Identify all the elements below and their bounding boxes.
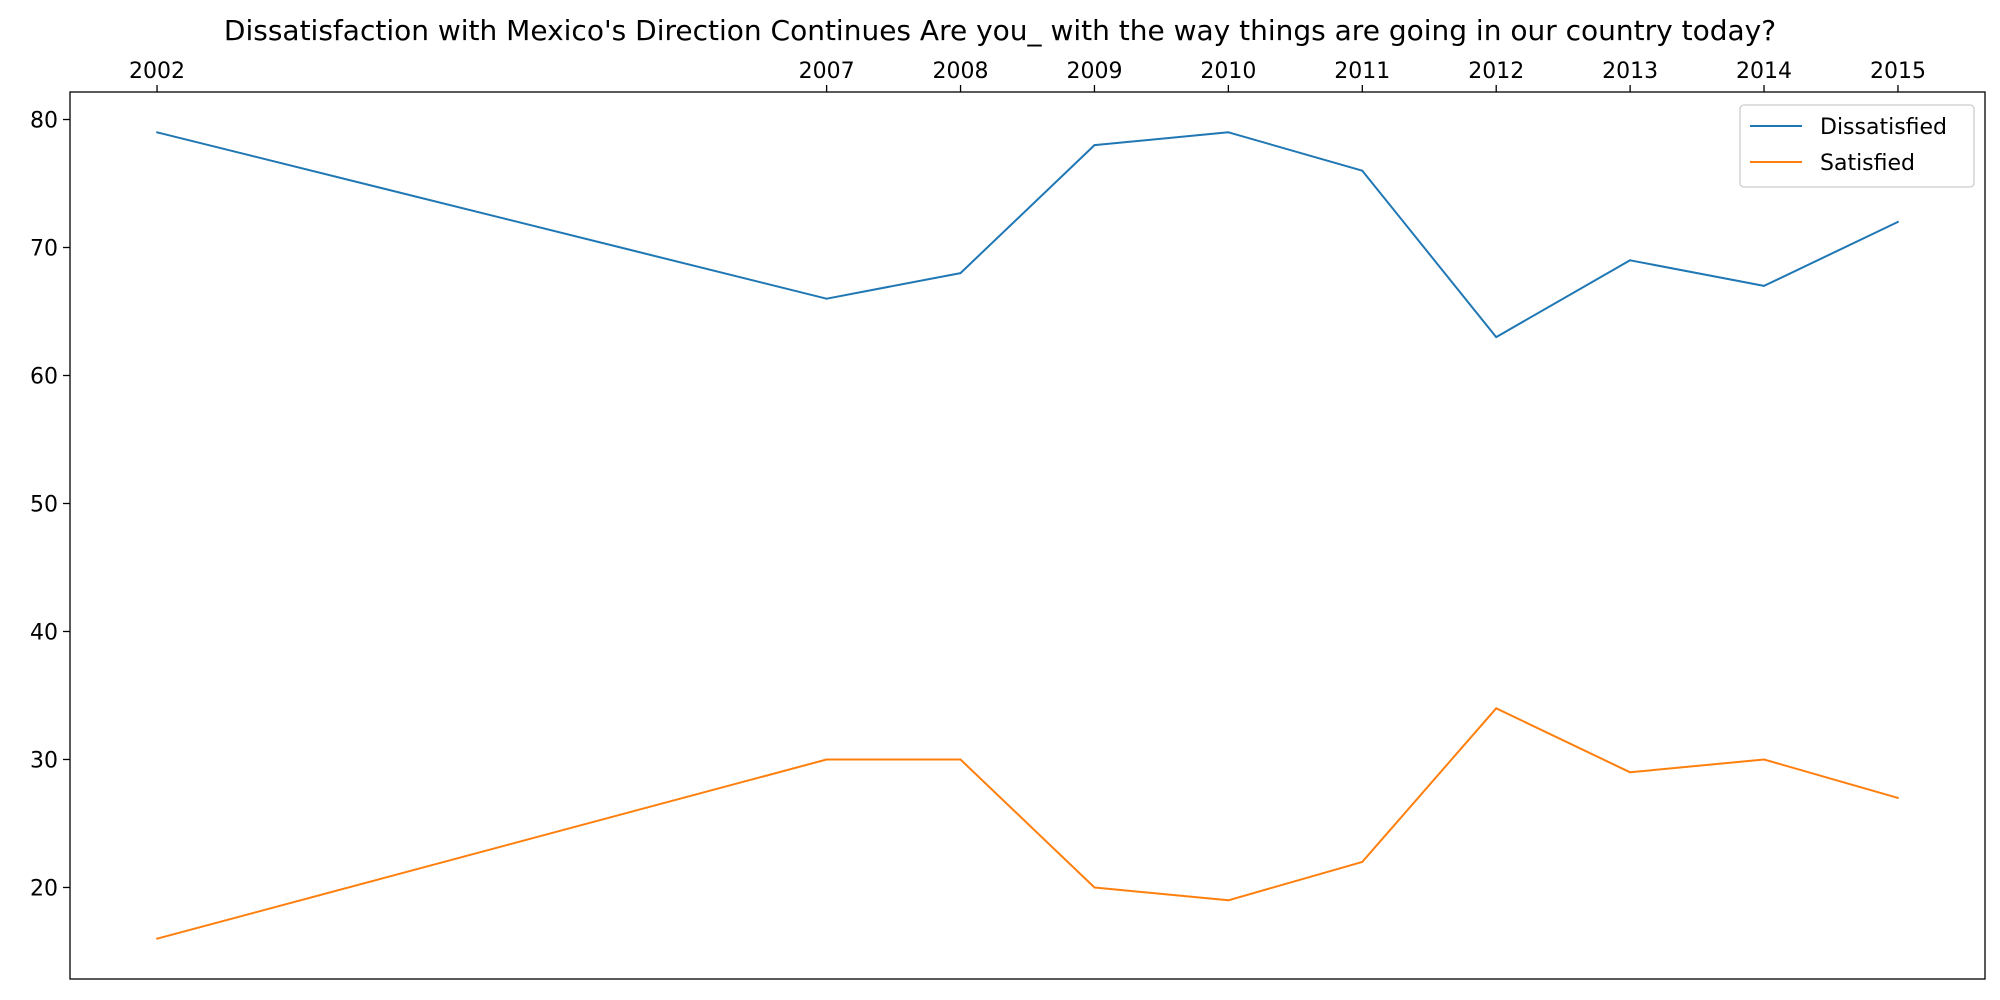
y-tick-label: 50 — [30, 493, 58, 518]
y-tick-label: 70 — [30, 237, 58, 262]
legend-label: Satisfied — [1820, 151, 1915, 176]
y-tick-label: 40 — [30, 620, 58, 645]
plot-area-frame — [69, 91, 1986, 980]
series-line-satisfied — [156, 707, 1899, 940]
data-point-satisfied — [1495, 707, 1498, 710]
x-tick-label: 2008 — [933, 59, 989, 84]
data-point-satisfied — [1896, 796, 1899, 799]
x-tick-label: 2007 — [799, 59, 855, 84]
data-point-dissatisfied — [1495, 336, 1498, 339]
series-lines — [156, 131, 1899, 940]
y-tick-label: 80 — [30, 109, 58, 134]
data-point-satisfied — [1629, 771, 1632, 774]
legend: Dissatisfied Satisfied — [1739, 104, 1975, 188]
legend-label: Dissatisfied — [1820, 115, 1947, 140]
data-point-satisfied — [1763, 758, 1766, 761]
data-point-satisfied — [156, 937, 159, 940]
data-point-dissatisfied — [1227, 131, 1230, 134]
y-axis: 20 30 40 50 60 70 80 — [30, 109, 70, 901]
data-point-dissatisfied — [1629, 259, 1632, 262]
data-point-dissatisfied — [1896, 220, 1899, 223]
y-tick-label: 20 — [30, 876, 58, 901]
data-point-dissatisfied — [959, 272, 962, 275]
data-point-satisfied — [825, 758, 828, 761]
x-tick-label: 2002 — [129, 59, 185, 84]
data-point-dissatisfied — [156, 131, 159, 134]
x-axis-top: 2002 2007 2008 2009 2010 2011 2012 2013 2014 2015 — [129, 59, 1926, 92]
x-tick-label: 2009 — [1066, 59, 1122, 84]
x-tick-label: 2013 — [1602, 59, 1658, 84]
data-point-dissatisfied — [1763, 284, 1766, 287]
x-tick-label: 2012 — [1468, 59, 1524, 84]
series-line-dissatisfied — [156, 131, 1899, 339]
data-point-dissatisfied — [1361, 169, 1364, 172]
data-point-satisfied — [1361, 860, 1364, 863]
data-point-satisfied — [1227, 899, 1230, 902]
data-point-dissatisfied — [1093, 144, 1096, 147]
y-tick-label: 30 — [30, 748, 58, 773]
x-tick-label: 2015 — [1870, 59, 1926, 84]
x-tick-label: 2011 — [1334, 59, 1390, 84]
x-tick-label: 2014 — [1736, 59, 1792, 84]
x-tick-label: 2010 — [1200, 59, 1256, 84]
y-tick-label: 60 — [30, 365, 58, 390]
data-point-satisfied — [959, 758, 962, 761]
data-point-dissatisfied — [825, 297, 828, 300]
chart-title: Dissatisfaction with Mexico's Direction … — [224, 14, 1776, 47]
data-point-satisfied — [1093, 886, 1096, 889]
